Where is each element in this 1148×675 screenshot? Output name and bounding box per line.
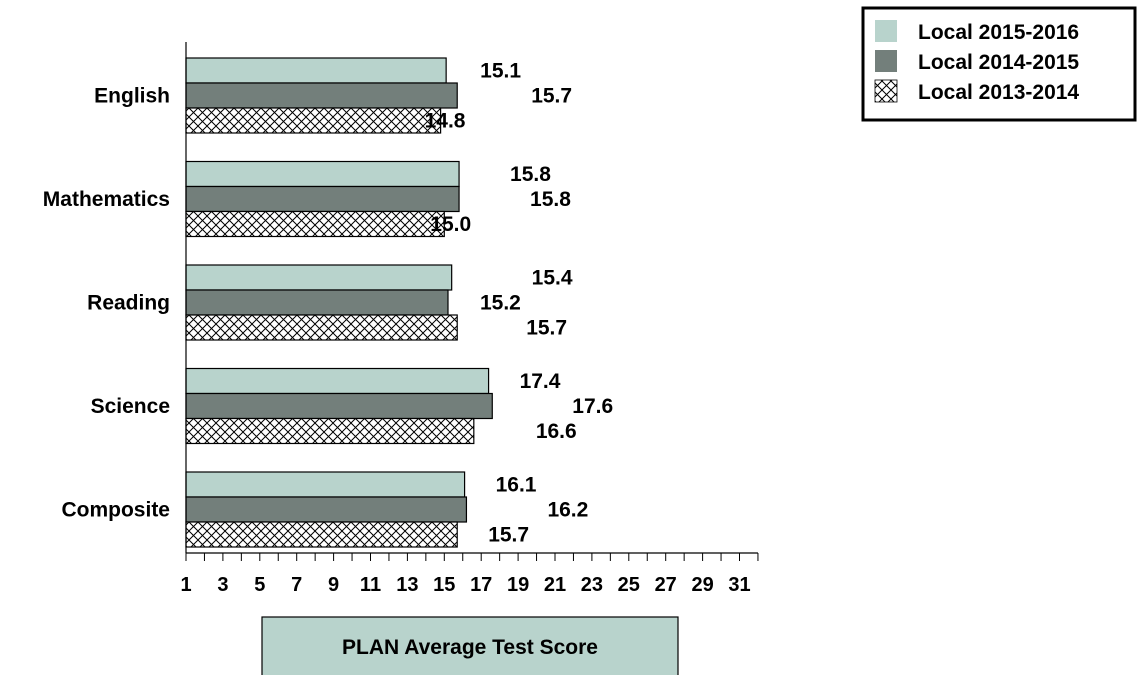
x-tick-label-25: 25 [618,574,640,596]
x-tick-label-17: 17 [470,574,492,596]
x-tick-label-3: 3 [217,574,228,596]
legend-swatch-series-1 [875,20,897,42]
data-label-science-series-1: 17.4 [520,370,561,393]
data-label-composite-series-2: 16.2 [547,499,588,522]
x-tick-label-1: 1 [180,574,191,596]
legend-swatch-series-2 [875,50,897,72]
bar-science-series-1 [185,367,490,395]
bar-composite-series-1 [185,471,466,498]
x-tick-label-5: 5 [254,574,265,596]
bar-reading-series-2 [185,289,449,316]
x-tick-label-9: 9 [328,574,339,596]
bar-english-series-1 [185,57,447,84]
x-axis-title: PLAN Average Test Score [342,636,598,659]
data-label-english-series-1: 15.1 [480,60,521,83]
x-tick-label-11: 11 [360,574,381,596]
data-label-mathematics-series-2: 15.8 [530,188,571,211]
bar-reading-series-1 [185,264,453,291]
legend-label-series-3: Local 2013-2014 [918,81,1079,104]
x-tick-label-23: 23 [581,574,603,596]
bar-mathematics-series-2 [185,185,460,213]
legend-swatch-series-3 [874,79,898,103]
x-tick-label-19: 19 [507,574,529,596]
x-tick-label-21: 21 [544,574,566,596]
x-tick-label-29: 29 [691,574,713,596]
bar-composite-series-2 [185,496,468,523]
data-label-mathematics-series-1: 15.8 [510,163,551,186]
bar-english-series-2 [185,82,458,109]
data-label-science-series-3: 16.6 [536,420,577,443]
x-axis-title-box [261,616,679,675]
bar-reading-series-3 [185,314,458,341]
data-label-reading-series-2: 15.2 [480,292,521,315]
bar-composite-series-3 [185,521,458,548]
data-label-english-series-3: 14.8 [425,110,466,133]
data-label-composite-series-3: 15.7 [488,524,529,547]
data-label-mathematics-series-3: 15.0 [430,213,471,236]
legend-label-series-2: Local 2014-2015 [918,51,1079,74]
data-label-reading-series-1: 15.4 [532,267,573,290]
category-label-composite: Composite [61,499,170,522]
bar-mathematics-series-1 [185,160,460,188]
category-label-science: Science [91,395,170,418]
bar-mathematics-series-3 [185,210,445,238]
data-label-english-series-2: 15.7 [531,85,572,108]
data-label-science-series-2: 17.6 [572,395,613,418]
x-tick-label-13: 13 [396,574,418,596]
bar-english-series-3 [185,107,442,134]
bar-science-series-3 [185,417,475,445]
x-tick-label-15: 15 [433,574,455,596]
category-label-reading: Reading [87,292,170,315]
data-label-composite-series-1: 16.1 [496,474,537,497]
category-label-mathematics: Mathematics [43,188,170,211]
x-tick-label-31: 31 [728,574,750,596]
legend-label-series-1: Local 2015-2016 [918,21,1079,44]
legend-box [861,6,1137,122]
data-label-reading-series-3: 15.7 [526,317,567,340]
x-tick-label-7: 7 [291,574,302,596]
x-tick-label-27: 27 [655,574,677,596]
bar-science-series-2 [185,392,493,420]
category-label-english: English [94,85,170,108]
